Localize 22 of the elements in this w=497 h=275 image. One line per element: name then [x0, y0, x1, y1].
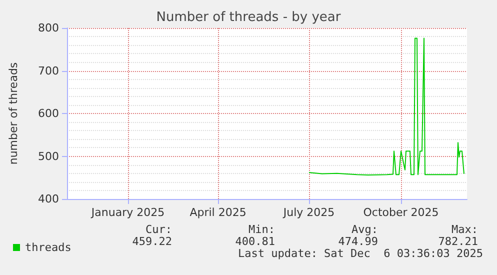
x-tick-label: January 2025 — [90, 206, 165, 219]
y-tick-label: 400 — [38, 192, 59, 206]
line-series — [308, 38, 464, 176]
text: 400.81 — [235, 235, 275, 248]
y-tick-label: 500 — [38, 150, 59, 163]
text: 459.22 — [132, 235, 172, 248]
chart-title: Number of threads - by year — [156, 10, 342, 25]
x-tick-label: April 2025 — [190, 206, 246, 219]
text: Cur: — [146, 223, 172, 236]
x-tick-label: October 2025 — [363, 206, 439, 219]
legend-label: threads — [25, 241, 72, 254]
y-tick-label: 800 — [38, 22, 59, 34]
text: 474.99 — [338, 235, 378, 248]
y-tick-label: 700 — [38, 64, 59, 78]
text: 782.21 — [438, 235, 478, 248]
y-tick-label: 600 — [38, 107, 59, 120]
text: Min: — [248, 223, 275, 236]
y-axis-title: number of threads — [7, 62, 20, 165]
text: Max: — [452, 223, 478, 236]
x-tick-label: July 2025 — [282, 206, 335, 219]
text: Last update: Sat Dec 6 03:36:03 2025 — [238, 247, 484, 260]
text: Avg: — [352, 223, 378, 236]
